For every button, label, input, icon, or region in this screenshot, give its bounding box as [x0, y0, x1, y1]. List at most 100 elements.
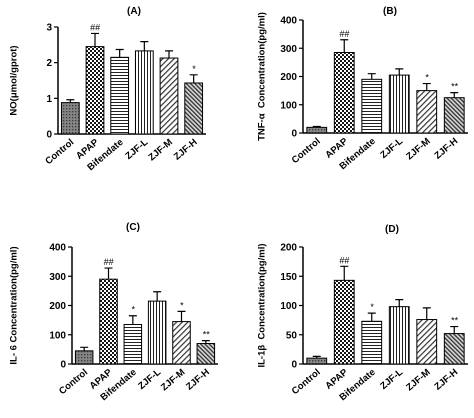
panel-b-error-bar-zjf-m	[422, 82, 431, 91]
panel-c-y-tick-label: 0	[60, 360, 66, 371]
panel-a-bar-bifendate	[110, 56, 130, 135]
panel-d-category-label: Control	[290, 367, 323, 397]
panel-c-bar-zjf-h	[196, 343, 216, 365]
panel-d-significance-mark: ##	[339, 255, 350, 265]
panel-c-category-label: ZJF-M	[159, 367, 188, 393]
panel-b-bar-bifendate	[361, 78, 383, 134]
panel-c-category-label: ZJF-L	[136, 367, 163, 392]
panel-b-y-axis-label: TNF-α Concentration(pg/ml)	[257, 12, 268, 141]
panel-a-y-tick-label: 0	[46, 130, 52, 141]
panel-a-bar-control	[60, 102, 80, 135]
panel-d-error-bar-bifendate	[367, 312, 376, 322]
panel-b-y-tick-label: 100	[280, 100, 297, 111]
panel-b-y-tick-label: 0	[291, 129, 297, 140]
panel-b-y-tick-label: 400	[280, 16, 297, 27]
panel-b-bar-apap	[333, 51, 355, 134]
panel-d: (D) IL-1β Concentration(pg/ml) 0 50 100 150 20…	[257, 224, 468, 403]
panel-d-y-tick-label: 150	[280, 272, 297, 283]
panel-b-category-label: ZJF-L	[378, 136, 405, 161]
panel-a-category-label: ZJF-H	[172, 137, 200, 163]
panel-c: (C) IL- 6 Concentration(pg/ml) 0 100 200 300 4…	[9, 222, 218, 403]
panel-c-error-bar-control	[80, 346, 89, 351]
panel-a-y-tick-label: 3	[46, 23, 52, 34]
panel-d-bar-apap	[333, 279, 355, 365]
panel-d-error-bar-zjf-m	[422, 307, 431, 320]
panel-a-y-axis-label: NO(μmol/gprot)	[9, 45, 20, 115]
panel-b-bar-zjf-h	[443, 97, 465, 134]
panel-d-y-tick-label: 100	[280, 301, 297, 312]
panel-a-bar-zjf-m	[159, 57, 179, 135]
panel-b-error-bar-zjf-h	[450, 92, 459, 98]
panel-a-error-bar-apap	[91, 32, 99, 47]
panel-c-bar-zjf-l	[147, 300, 167, 365]
panel-a-y-tick-label: 2	[46, 58, 52, 69]
panel-c-error-bar-zjf-l	[153, 291, 162, 302]
panel-b-error-bar-control	[312, 125, 321, 128]
panel-b-error-bar-zjf-l	[395, 68, 404, 76]
panel-b-significance-mark: *	[425, 73, 429, 83]
panel-a-error-bar-control	[66, 99, 75, 103]
panel-b-significance-mark: **	[451, 82, 459, 92]
panel-a-bar-apap	[85, 46, 105, 135]
panel-a-y-tick-label: 1	[46, 94, 52, 105]
panel-b-title: (B)	[383, 6, 397, 17]
panel-b-y-tick-label: 300	[280, 44, 297, 55]
panel-c-error-bar-zjf-m	[177, 310, 186, 322]
panel-c-category-label: ZJF-H	[184, 367, 212, 393]
panel-d-bar-bifendate	[361, 320, 383, 365]
panel-a-error-bar-bifendate	[115, 48, 124, 58]
panel-c-y-tick-label: 300	[49, 272, 66, 283]
panel-d-error-bar-zjf-h	[450, 325, 459, 334]
panel-a-title: (A)	[127, 6, 141, 17]
panel-d-bar-zjf-h	[443, 333, 465, 365]
panel-b-bar-zjf-l	[388, 74, 410, 134]
panel-b-bar-control	[306, 126, 328, 134]
panel-a-category-label: ZJF-M	[146, 137, 175, 163]
panel-d-y-tick-label: 0	[291, 360, 297, 371]
panel-c-significance-mark: **	[202, 330, 210, 340]
panel-b-bar-zjf-m	[416, 90, 438, 134]
panel-c-error-bar-apap	[104, 267, 113, 280]
panel-b-category-label: Control	[290, 136, 323, 166]
panel-c-significance-mark: ##	[103, 257, 114, 267]
panel-c-bar-apap	[99, 278, 118, 365]
panel-d-bar-zjf-m	[416, 319, 438, 365]
panel-d-title: (D)	[385, 224, 399, 235]
panel-a-error-bar-zjf-h	[189, 74, 198, 83]
panel-c-category-label: Control	[57, 367, 90, 397]
panel-c-bar-zjf-m	[172, 321, 191, 365]
panel-d-significance-mark: **	[451, 316, 459, 326]
panel-b-y-tick-label: 200	[280, 72, 297, 83]
panel-d-error-bar-zjf-l	[395, 299, 404, 307]
panel-c-error-bar-zjf-h	[201, 340, 210, 344]
panel-d-bar-control	[306, 357, 328, 365]
panel-c-significance-mark: *	[131, 305, 135, 315]
panel-c-error-bar-bifendate	[128, 315, 137, 325]
panel-d-category-label: ZJF-H	[432, 367, 460, 393]
panel-c-y-axis-label: IL- 6 Concentration(pg/ml)	[9, 246, 20, 364]
panel-a-category-label: ZJF-L	[123, 137, 150, 162]
panel-d-y-tick-label: 200	[280, 243, 297, 254]
panel-b-significance-mark: ##	[339, 29, 350, 39]
panel-a-significance-mark: *	[192, 64, 196, 74]
panel-d-bar-zjf-l	[388, 306, 410, 365]
panel-b-category-label: ZJF-H	[432, 136, 460, 162]
panel-a: (A)NO(μmol/gprot)0123Control##APAPBifend…	[9, 6, 206, 173]
panel-b: (B) TNF-α Concentration(pg/ml) 0 100 200 300 4…	[257, 6, 468, 172]
panel-a-error-bar-zjf-l	[140, 41, 149, 51]
panel-d-category-label: ZJF-L	[378, 367, 405, 392]
panel-c-y-tick-label: 200	[49, 301, 66, 312]
panel-d-y-axis-label: IL-1β Concentration(pg/ml)	[257, 243, 268, 367]
panel-c-y-tick-label: 400	[49, 243, 66, 254]
panel-b-error-bar-bifendate	[367, 73, 376, 80]
panel-c-title: (C)	[126, 222, 140, 233]
panel-d-category-label: ZJF-M	[404, 367, 433, 393]
panel-a-bar-zjf-h	[184, 82, 204, 135]
panel-b-category-label: ZJF-M	[404, 136, 433, 162]
panel-d-y-tick-label: 50	[286, 330, 298, 341]
panel-d-error-bar-apap	[340, 265, 349, 281]
panel-c-bar-bifendate	[123, 324, 143, 365]
panel-c-y-tick-label: 100	[49, 330, 66, 341]
panel-c-bar-control	[74, 350, 94, 365]
